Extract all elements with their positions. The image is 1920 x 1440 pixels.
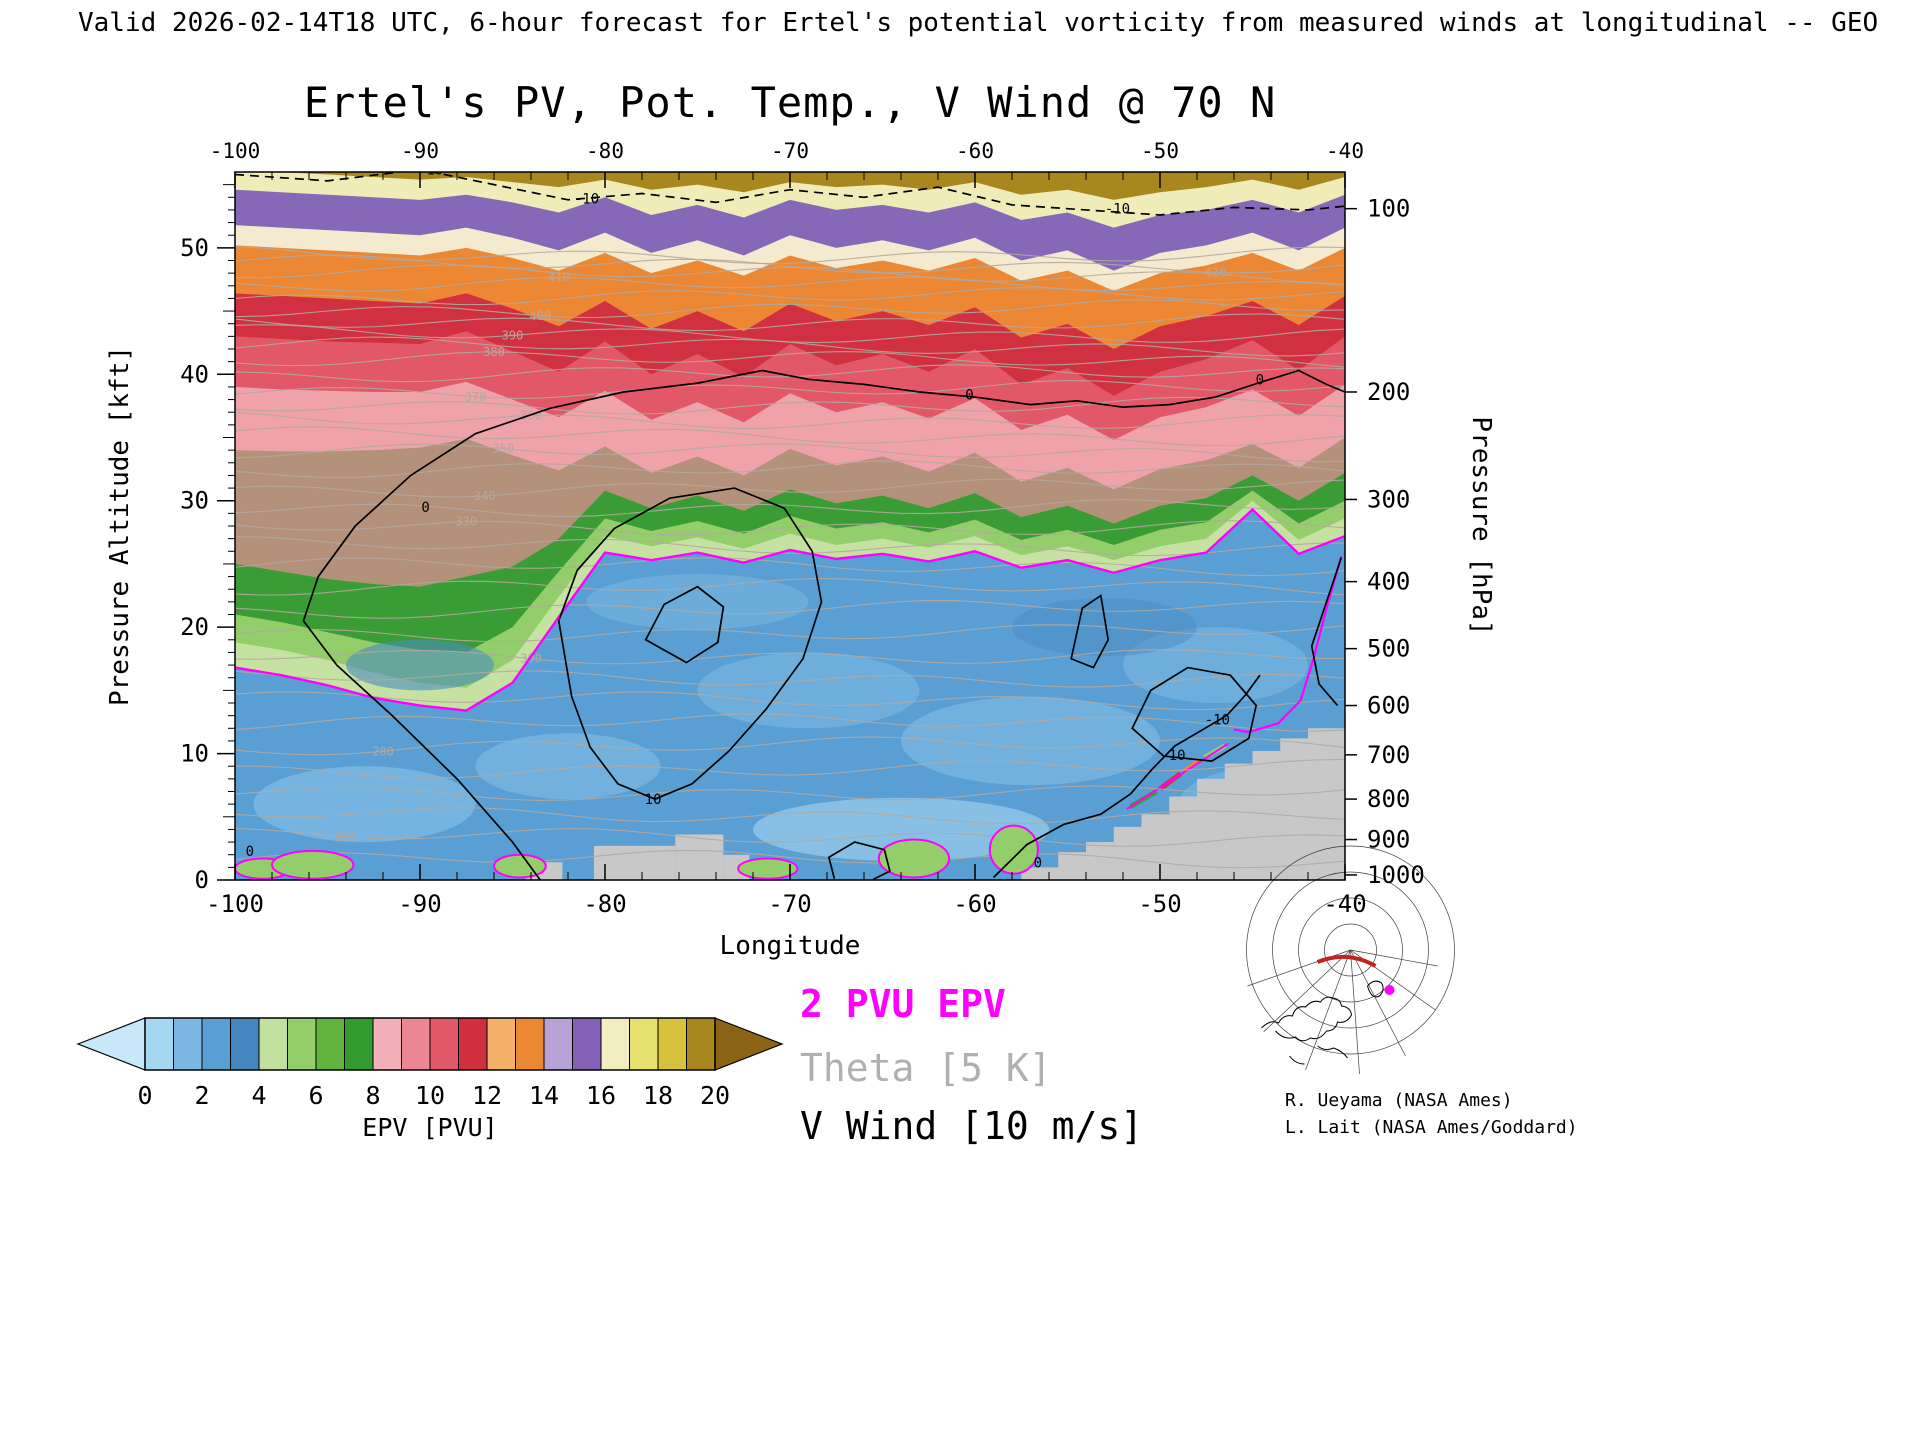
legend-theta: Theta [5 K] — [800, 1046, 1052, 1090]
validity-header: Valid 2026-02-14T18 UTC, 6-hour forecast… — [78, 8, 1879, 38]
svg-text:-10: -10 — [574, 192, 599, 208]
svg-text:400: 400 — [1367, 568, 1410, 596]
svg-text:100: 100 — [1367, 195, 1410, 223]
svg-text:Longitude: Longitude — [720, 931, 861, 961]
svg-text:-80: -80 — [583, 890, 626, 918]
svg-text:-40: -40 — [1323, 890, 1366, 918]
svg-text:6: 6 — [308, 1081, 323, 1110]
svg-text:40: 40 — [180, 360, 209, 388]
map-inset — [1245, 845, 1455, 1088]
svg-text:-10: -10 — [1105, 202, 1130, 218]
svg-text:10: 10 — [645, 792, 662, 808]
main-plot: 260 280 300 330 340 350 360 370 380 390 400 410 420 0… — [100, 115, 1550, 985]
svg-text:0: 0 — [246, 844, 254, 860]
svg-text:370: 370 — [465, 390, 487, 404]
credit-line-1: R. Ueyama (NASA Ames) — [1285, 1090, 1513, 1111]
svg-text:300: 300 — [1367, 485, 1410, 513]
svg-text:10: 10 — [180, 740, 209, 768]
svg-text:12: 12 — [472, 1081, 502, 1110]
svg-text:600: 600 — [1367, 692, 1410, 720]
svg-text:-50: -50 — [1138, 890, 1181, 918]
svg-text:-60: -60 — [956, 139, 994, 163]
svg-text:0: 0 — [1034, 855, 1042, 871]
svg-text:-60: -60 — [953, 890, 996, 918]
svg-text:10: 10 — [426, 162, 443, 178]
svg-text:340: 340 — [474, 489, 496, 503]
map-location-dot — [1384, 985, 1395, 995]
legend-v-wind: V Wind [10 m/s] — [800, 1104, 1144, 1148]
svg-text:-70: -70 — [771, 139, 809, 163]
credit-line-2: L. Lait (NASA Ames/Goddard) — [1285, 1117, 1578, 1138]
svg-text:2: 2 — [194, 1081, 209, 1110]
svg-text:30: 30 — [180, 487, 209, 515]
svg-text:-10: -10 — [1160, 748, 1185, 764]
svg-text:50: 50 — [180, 234, 209, 262]
svg-text:260: 260 — [335, 830, 357, 844]
svg-text:280: 280 — [372, 744, 394, 758]
svg-text:-90: -90 — [398, 890, 441, 918]
svg-text:8: 8 — [365, 1081, 380, 1110]
map-graticule — [1246, 845, 1455, 1075]
colorbar-svg: 0 2 4 6 8 10 12 14 16 18 20 EPV [PVU] — [76, 1017, 784, 1142]
svg-text:Pressure Altitude [kft]: Pressure Altitude [kft] — [105, 346, 135, 706]
svg-text:Pressure [hPa]: Pressure [hPa] — [1466, 416, 1496, 635]
polar-map-svg — [1246, 845, 1455, 1075]
svg-text:0: 0 — [965, 388, 973, 404]
svg-text:0: 0 — [195, 866, 209, 894]
chart-title: Ertel's PV, Pot. Temp., V Wind @ 70 N — [303, 78, 1277, 127]
svg-text:700: 700 — [1367, 741, 1410, 769]
svg-text:18: 18 — [643, 1081, 673, 1110]
legend-2pvu-epv: 2 PVU EPV — [800, 982, 1006, 1026]
map-cross-section-path — [1316, 954, 1377, 968]
svg-text:410: 410 — [548, 270, 570, 284]
svg-text:1000: 1000 — [1367, 861, 1425, 889]
svg-text:0: 0 — [137, 1081, 152, 1110]
svg-text:-90: -90 — [401, 139, 439, 163]
svg-text:300: 300 — [520, 652, 542, 666]
svg-text:14: 14 — [529, 1081, 559, 1110]
svg-text:0: 0 — [1256, 372, 1264, 388]
svg-text:-40: -40 — [1326, 139, 1364, 163]
svg-text:400: 400 — [529, 309, 551, 323]
map-coastlines — [1261, 980, 1384, 1065]
colorbar: 0 2 4 6 8 10 12 14 16 18 20 EPV [PVU] — [70, 1012, 830, 1142]
svg-text:-10: -10 — [1205, 712, 1230, 728]
svg-text:16: 16 — [586, 1081, 616, 1110]
svg-text:800: 800 — [1367, 785, 1410, 813]
svg-text:4: 4 — [251, 1081, 266, 1110]
svg-text:EPV [PVU]: EPV [PVU] — [362, 1113, 497, 1142]
svg-text:420: 420 — [1205, 266, 1227, 280]
svg-text:10: 10 — [415, 1081, 445, 1110]
svg-text:500: 500 — [1367, 635, 1410, 663]
svg-text:0: 0 — [421, 500, 429, 516]
svg-text:900: 900 — [1367, 826, 1410, 854]
svg-text:350: 350 — [492, 442, 514, 456]
svg-text:390: 390 — [502, 328, 524, 342]
svg-text:-70: -70 — [768, 890, 811, 918]
svg-text:20: 20 — [700, 1081, 730, 1110]
svg-text:-100: -100 — [206, 890, 264, 918]
svg-text:200: 200 — [1367, 378, 1410, 406]
svg-text:-50: -50 — [1141, 139, 1179, 163]
svg-text:-100: -100 — [210, 139, 261, 163]
svg-text:-80: -80 — [586, 139, 624, 163]
svg-text:20: 20 — [180, 613, 209, 641]
svg-text:380: 380 — [483, 345, 505, 359]
svg-text:330: 330 — [455, 515, 477, 529]
